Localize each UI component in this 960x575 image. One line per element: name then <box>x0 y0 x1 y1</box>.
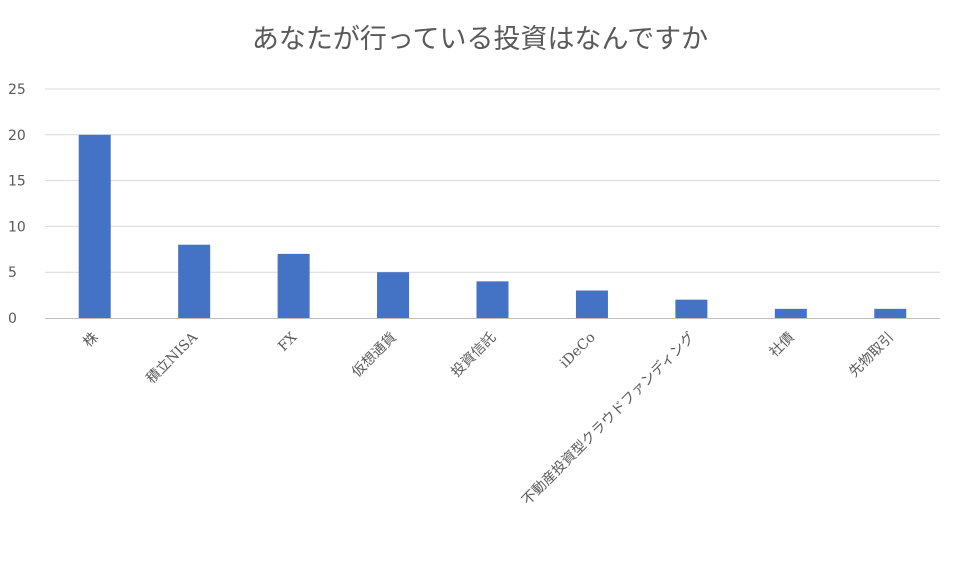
y-axis-ticks: 0 5 10 15 20 25 <box>8 82 26 327</box>
y-tick-label: 20 <box>8 128 26 144</box>
bar-2 <box>277 253 310 318</box>
x-tick-label: 投資信託 <box>448 330 499 381</box>
bar-8 <box>874 308 907 318</box>
bar-7 <box>774 308 807 318</box>
y-tick-label: 5 <box>8 265 17 281</box>
bar-1 <box>178 244 211 318</box>
bar-3 <box>377 272 410 318</box>
chart-title: あなたが行っている投資はなんですか <box>252 24 708 55</box>
gridlines <box>45 88 940 273</box>
bars <box>78 134 907 318</box>
x-tick-label: 株 <box>80 330 101 351</box>
x-tick-label: 不動産投資型クラウドファンディング <box>519 329 699 509</box>
y-tick-label: 0 <box>8 311 17 327</box>
x-tick-label: 社債 <box>767 330 798 361</box>
y-tick-label: 10 <box>8 219 26 235</box>
x-tick-label: 先物取引 <box>846 330 897 381</box>
bar-4 <box>476 281 509 318</box>
x-tick-label: 積立NISA <box>143 329 201 387</box>
y-tick-label: 15 <box>8 174 26 190</box>
y-tick-label: 25 <box>8 82 26 98</box>
bar-6 <box>675 299 708 318</box>
bar-0 <box>78 134 111 318</box>
x-tick-label: 仮想通貨 <box>348 329 400 381</box>
bar-5 <box>575 290 608 318</box>
x-tick-label: iDeCo <box>557 330 599 372</box>
x-tick-label: FX <box>275 329 300 354</box>
